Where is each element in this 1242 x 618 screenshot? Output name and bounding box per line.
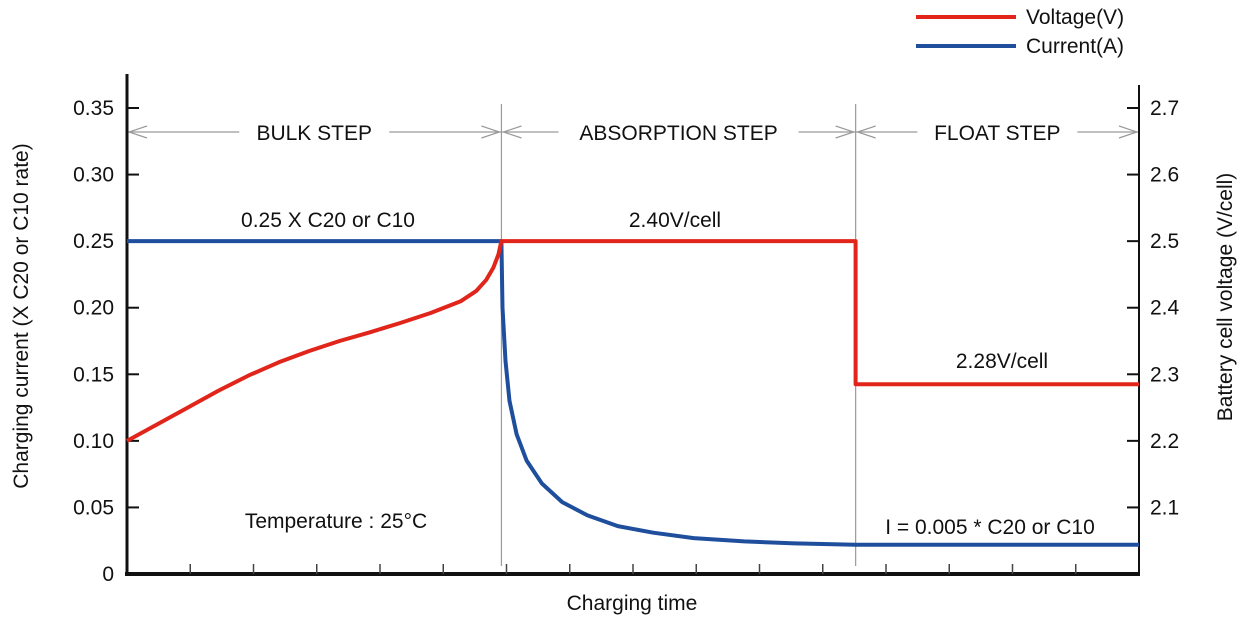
- y-left-tick-label: 0: [102, 563, 114, 586]
- ticks: 0 0.05 0.10 0.15 0.20 0.25 0.30 0.35 2.1 2.2 2.3 2.…: [73, 97, 1179, 586]
- step-arrowhead-right: [481, 125, 502, 139]
- y-right-tick-label: 2.5: [1150, 230, 1179, 253]
- y-right-tick-label: 2.1: [1150, 496, 1179, 519]
- y-left-tick-label: 0.10: [73, 430, 114, 453]
- step-arrowhead-right: [1118, 125, 1139, 139]
- annotation-float-voltage: 2.28V/cell: [956, 350, 1048, 373]
- axes: [125, 74, 1140, 576]
- y-axis-left-title: Charging current (X C20 or C10 rate): [10, 143, 33, 489]
- y-right-tick-label: 2.7: [1150, 97, 1179, 120]
- series: [126, 239, 1139, 547]
- legend-voltage-label: Voltage(V): [1026, 6, 1124, 29]
- annotation-float-current: I = 0.005 * C20 or C10: [885, 516, 1095, 539]
- step-dividers: BULK STEP ABSORPTION STEP FLOAT STEP: [127, 104, 1139, 566]
- y-left-tick-label: 0.30: [73, 164, 114, 187]
- y-left-tick-label: 0.25: [73, 230, 114, 253]
- step-arrowhead-right: [835, 125, 856, 139]
- step-label: BULK STEP: [256, 122, 372, 145]
- y-left-tick-label: 0.05: [73, 496, 114, 519]
- y-left-tick-label: 0.20: [73, 297, 114, 320]
- x-axis-title: Charging time: [567, 592, 698, 615]
- y-axis-right-title: Battery cell voltage (V/cell): [1214, 173, 1237, 422]
- y-left-tick-label: 0.15: [73, 363, 114, 386]
- annotation-bulk-current: 0.25 X C20 or C10: [241, 209, 415, 232]
- annotation-absorption-voltage: 2.40V/cell: [629, 209, 721, 232]
- current-a-series-line: [127, 239, 1139, 547]
- y-left-tick-label: 0.35: [73, 97, 114, 120]
- voltage-v-series-line: [126, 239, 1139, 443]
- step-arrowhead-left: [127, 125, 148, 139]
- annotation-temperature: Temperature : 25°C: [245, 510, 427, 533]
- y-right-tick-label: 2.6: [1150, 164, 1179, 187]
- legend: Voltage(V) Current(A): [916, 6, 1124, 58]
- step-label: ABSORPTION STEP: [579, 122, 777, 145]
- step-arrowhead-left: [501, 125, 522, 139]
- step-arrowhead-left: [855, 125, 876, 139]
- y-right-tick-label: 2.4: [1150, 297, 1180, 320]
- y-right-tick-label: 2.3: [1150, 363, 1179, 386]
- y-right-tick-label: 2.2: [1150, 430, 1179, 453]
- annotations: 0.25 X C20 or C10 2.40V/cell 2.28V/cell …: [241, 209, 1095, 539]
- step-label: FLOAT STEP: [934, 122, 1060, 145]
- legend-current-label: Current(A): [1026, 35, 1124, 58]
